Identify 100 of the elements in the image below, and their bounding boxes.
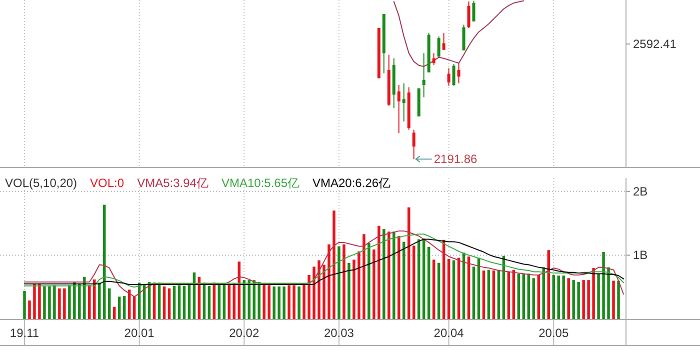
bar bbox=[68, 285, 71, 319]
bar bbox=[298, 286, 300, 319]
text: VMA20:6.26亿 bbox=[312, 176, 391, 190]
bar bbox=[602, 252, 605, 319]
bar bbox=[118, 296, 121, 319]
bar bbox=[258, 282, 260, 319]
bar bbox=[93, 279, 96, 319]
bar bbox=[328, 244, 330, 319]
bar bbox=[392, 232, 396, 319]
bar bbox=[252, 280, 256, 319]
text: VMA10:5.65亿 bbox=[221, 176, 300, 190]
bar bbox=[272, 286, 276, 319]
bar bbox=[382, 229, 386, 319]
bar bbox=[358, 251, 360, 319]
bar bbox=[492, 270, 496, 319]
bar bbox=[292, 285, 296, 319]
bar bbox=[587, 280, 590, 319]
candlestick bbox=[462, 24, 466, 51]
bar bbox=[552, 274, 555, 319]
bar bbox=[432, 260, 436, 319]
bar bbox=[422, 238, 426, 319]
bar bbox=[557, 276, 560, 319]
bar bbox=[312, 266, 316, 319]
bar bbox=[537, 274, 540, 319]
bar bbox=[342, 244, 346, 319]
bar bbox=[83, 276, 86, 319]
bar bbox=[278, 286, 280, 319]
bar bbox=[322, 264, 326, 319]
bar bbox=[172, 286, 176, 319]
bar bbox=[532, 278, 536, 319]
bar bbox=[372, 249, 376, 319]
bar bbox=[617, 280, 620, 319]
x-tick-label: 20.05 bbox=[538, 326, 569, 340]
bar bbox=[452, 260, 456, 319]
bar bbox=[282, 286, 286, 319]
candlestick bbox=[397, 84, 400, 134]
bar bbox=[402, 242, 406, 319]
bar bbox=[378, 226, 380, 319]
bar bbox=[517, 274, 520, 319]
bar bbox=[577, 282, 580, 319]
x-tick-label: 20.02 bbox=[229, 326, 260, 340]
bar bbox=[472, 266, 476, 319]
bar bbox=[53, 285, 56, 319]
annotation: 2191.86 bbox=[434, 152, 478, 166]
bar bbox=[288, 285, 290, 319]
bar bbox=[208, 286, 211, 319]
bar bbox=[78, 284, 81, 319]
candlestick bbox=[402, 82, 406, 122]
bar bbox=[108, 288, 111, 319]
bar bbox=[332, 210, 336, 319]
bar bbox=[348, 262, 350, 319]
candlestick bbox=[452, 64, 456, 86]
bar bbox=[592, 268, 595, 319]
bar bbox=[23, 290, 26, 319]
bar bbox=[73, 282, 76, 319]
x-tick-label: 20.03 bbox=[324, 326, 354, 340]
bar bbox=[43, 286, 46, 319]
bar bbox=[352, 260, 356, 319]
bar bbox=[38, 284, 41, 319]
bar bbox=[527, 274, 530, 319]
text: VMA5:3.94亿 bbox=[137, 176, 208, 190]
x-tick-label: 19.11 bbox=[10, 326, 40, 340]
bar bbox=[482, 270, 486, 319]
y-tick-label: 1B bbox=[633, 248, 648, 262]
bar bbox=[308, 274, 310, 319]
bar bbox=[522, 274, 526, 319]
bar bbox=[28, 300, 31, 319]
bar bbox=[388, 232, 390, 319]
bar bbox=[33, 284, 36, 319]
candlestick bbox=[437, 36, 440, 58]
bar bbox=[447, 259, 450, 319]
bar bbox=[368, 243, 370, 319]
y-tick-label: 2B bbox=[633, 184, 648, 198]
bar bbox=[178, 285, 181, 319]
bar bbox=[58, 288, 61, 319]
candlestick bbox=[447, 68, 450, 86]
bar bbox=[262, 284, 266, 319]
bar bbox=[572, 280, 575, 319]
bar bbox=[362, 234, 366, 319]
bar bbox=[427, 246, 430, 319]
bar bbox=[132, 296, 136, 319]
bar bbox=[48, 286, 51, 319]
bar bbox=[567, 278, 570, 319]
candlestick bbox=[442, 32, 446, 50]
bar bbox=[412, 246, 416, 319]
candlestick bbox=[422, 52, 426, 98]
bar bbox=[88, 285, 91, 319]
bar bbox=[168, 288, 171, 319]
text: 2592.41 bbox=[633, 37, 677, 51]
candlestick bbox=[412, 129, 416, 160]
series-label: VOL:0 bbox=[90, 176, 124, 190]
x-tick-label: 20.04 bbox=[434, 326, 464, 340]
legend-title: VOL(5,10,20) bbox=[5, 176, 78, 190]
bar bbox=[63, 288, 66, 319]
bar bbox=[112, 306, 116, 319]
bar bbox=[507, 272, 510, 319]
bar bbox=[612, 280, 615, 319]
candlestick bbox=[467, 0, 470, 29]
bar bbox=[162, 286, 166, 319]
bar bbox=[562, 276, 565, 319]
